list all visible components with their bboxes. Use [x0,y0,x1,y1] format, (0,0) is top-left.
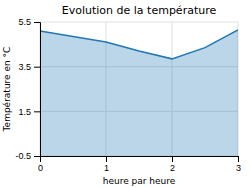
tick: 1 [104,156,109,173]
tick-label: 1 [104,163,109,173]
tick: 0 [38,156,43,173]
y-axis: -0.5 1.5 3.5 5.5 [15,17,40,161]
tick-mark [34,22,40,23]
chart: 0 1 2 3 -0.5 1.5 3.5 5.5 Evolution de la tempéra… [0,0,250,188]
tick-mark [34,67,40,68]
tick: 1.5 [18,107,40,117]
plot: 0 1 2 3 -0.5 1.5 3.5 5.5 [15,17,241,173]
x-axis: 0 1 2 3 [38,156,241,173]
tick-mark [172,156,173,162]
grid [40,22,238,156]
tick-label: 3 [236,163,241,173]
tick: 2 [170,156,175,173]
y-axis-title: Température en °C [2,47,12,133]
marks [40,30,238,156]
axis-line [41,157,239,163]
tick-label: 3.5 [18,62,31,72]
tick-mark [106,156,107,162]
tick: 3 [236,156,241,173]
tick-mark [34,111,40,112]
tick-label: -0.5 [15,151,31,161]
line [40,30,238,59]
tick-label: 0 [38,163,43,173]
x-axis-title: heure par heure [103,176,176,186]
tick-mark [238,156,239,162]
tick-mark [34,156,40,157]
axis-line [34,23,41,157]
tick-label: 2 [170,163,175,173]
tick: 3.5 [18,62,40,72]
tick-label: 1.5 [18,107,31,117]
title: Evolution de la température [62,4,217,17]
grid-line [40,22,238,23]
tick: 5.5 [18,17,40,27]
tick: -0.5 [15,151,40,161]
area [40,30,238,156]
tick-label: 5.5 [18,17,31,27]
